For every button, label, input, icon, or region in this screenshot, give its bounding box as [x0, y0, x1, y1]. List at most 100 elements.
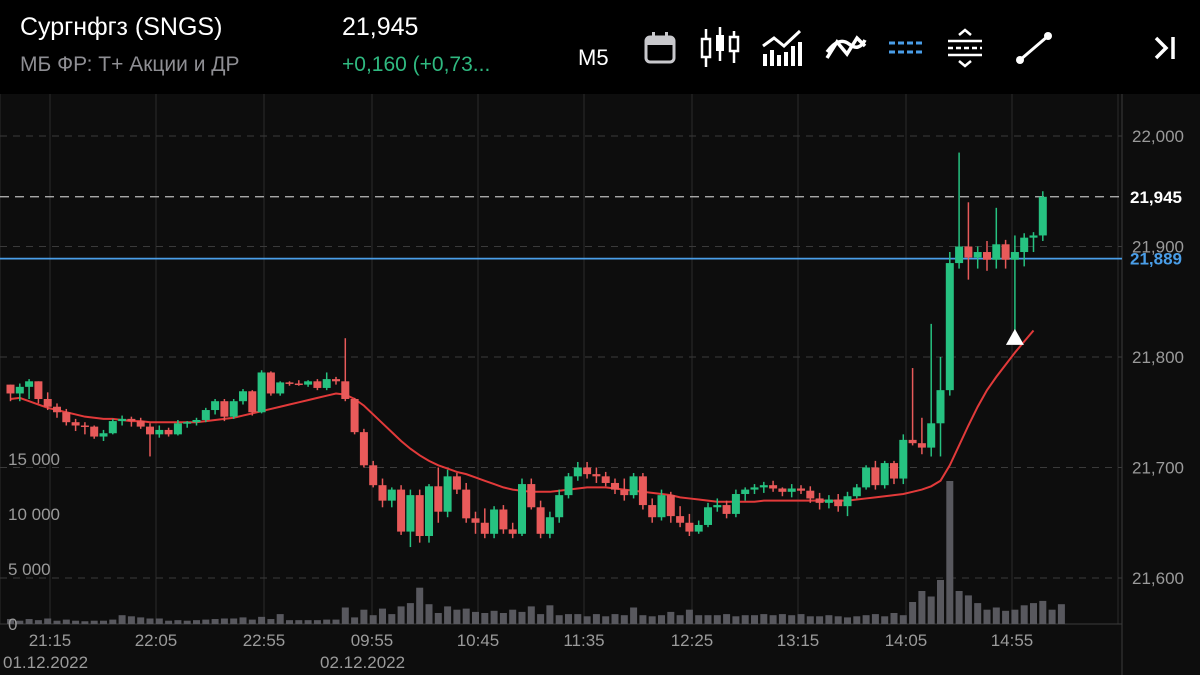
- volume-bar: [165, 620, 173, 624]
- candle: [276, 381, 285, 396]
- volume-bar: [72, 620, 80, 624]
- volume-bar: [360, 609, 368, 624]
- volume-bar: [304, 620, 312, 624]
- candle: [824, 495, 833, 509]
- timeframe-button[interactable]: M5: [578, 45, 609, 70]
- volume-bar: [918, 591, 926, 624]
- candle-body: [527, 484, 536, 508]
- candle: [555, 489, 564, 523]
- candle: [108, 418, 117, 435]
- price-axis: 22,000 21,900 21,800 21,700 21,600 21,945 21,8…: [1130, 127, 1184, 588]
- candle: [843, 491, 852, 517]
- horizontal-channel-icon: [948, 28, 982, 68]
- horizontal-channel-button[interactable]: [945, 26, 985, 70]
- last-price: 21,945: [342, 13, 419, 41]
- candle: [397, 485, 406, 535]
- candle: [406, 489, 415, 548]
- moving-average-button[interactable]: [824, 26, 868, 70]
- jump-to-end-icon: [1154, 36, 1175, 60]
- price-chart[interactable]: 15 000 10 000 5 000 0 22,000 21,900 21,800 21,7…: [0, 94, 1200, 675]
- candle-body: [173, 423, 182, 435]
- candle: [936, 357, 945, 457]
- chart-canvas[interactable]: 15 000 10 000 5 000 0 22,000 21,900 21,800 21,7…: [0, 94, 1200, 675]
- candle-body: [880, 463, 889, 486]
- volume-bar: [53, 620, 61, 624]
- volume-chart-button[interactable]: [760, 26, 804, 70]
- candle-body: [1029, 235, 1038, 238]
- candle-body: [99, 433, 108, 437]
- time-tick-label: 10:45: [457, 631, 500, 650]
- candle-body: [378, 485, 387, 501]
- candle: [518, 478, 526, 537]
- volume-bar: [555, 615, 563, 624]
- volume-bar: [927, 596, 935, 624]
- calendar-icon: [644, 32, 676, 64]
- candle: [629, 473, 638, 499]
- candle-body: [834, 499, 843, 507]
- volume-bar: [25, 619, 33, 624]
- price-tick-label: 22,000: [1132, 127, 1184, 146]
- volume-bar: [258, 616, 266, 624]
- volume-bar: [174, 620, 182, 624]
- volume-bar: [211, 619, 219, 624]
- candle: [890, 460, 898, 485]
- volume-tick-label: 0: [8, 615, 17, 634]
- candle: [992, 207, 1001, 269]
- candle-body: [536, 507, 545, 534]
- volume-bar: [44, 618, 52, 624]
- candle-body: [666, 495, 675, 517]
- candle-body: [90, 426, 99, 437]
- instrument-title[interactable]: Сургнфгз (SNGS): [20, 13, 223, 41]
- candle-body: [34, 381, 43, 399]
- calendar-button[interactable]: [640, 26, 680, 70]
- candle: [15, 383, 24, 402]
- candle: [545, 511, 554, 539]
- bid-price-label: 21,889: [1130, 250, 1182, 269]
- volume-bar: [778, 614, 786, 624]
- candle: [80, 422, 89, 435]
- volume-bar: [425, 604, 433, 624]
- volume-bar: [248, 619, 256, 624]
- candle-body: [750, 487, 759, 490]
- volume-bar: [955, 591, 963, 624]
- volume-bar: [648, 616, 656, 624]
- volume-bar: [183, 620, 191, 624]
- volume-bar: [397, 606, 405, 624]
- horizontal-line-button[interactable]: [886, 26, 926, 70]
- volume-bar: [220, 618, 228, 624]
- jump-to-end-button[interactable]: [1146, 26, 1182, 70]
- time-tick-label: 22:55: [243, 631, 286, 650]
- volume-bar: [685, 609, 693, 624]
- candle-body: [945, 263, 954, 391]
- candle-body: [620, 489, 629, 496]
- volume-tick-label: 5 000: [8, 560, 51, 579]
- candle-body: [155, 429, 164, 435]
- volume-bar: [723, 614, 731, 624]
- volume-bar: [1039, 600, 1047, 624]
- candle-body: [462, 489, 471, 519]
- candle-body: [992, 244, 1001, 260]
- trend-line-button[interactable]: [1012, 26, 1056, 70]
- volume-bar: [1002, 610, 1010, 624]
- volume-bar: [760, 614, 768, 624]
- volume-bar: [155, 618, 163, 624]
- candle: [676, 506, 685, 528]
- volume-bar: [276, 614, 284, 624]
- candle: [1001, 239, 1010, 269]
- volume-bar: [490, 610, 498, 624]
- candle-body: [313, 381, 322, 388]
- candle-body: [704, 507, 712, 525]
- candle: [852, 484, 861, 499]
- volume-bar: [937, 580, 944, 624]
- candle: [239, 389, 247, 405]
- candle-body: [71, 422, 80, 426]
- volume-bar: [34, 620, 42, 624]
- candle: [741, 487, 750, 501]
- candle: [592, 467, 601, 483]
- candle: [806, 486, 815, 503]
- volume-bar: [295, 620, 303, 624]
- volume-bar: [518, 611, 526, 624]
- candle: [685, 513, 694, 537]
- candlestick-button[interactable]: [698, 26, 742, 70]
- volume-bar: [797, 614, 805, 624]
